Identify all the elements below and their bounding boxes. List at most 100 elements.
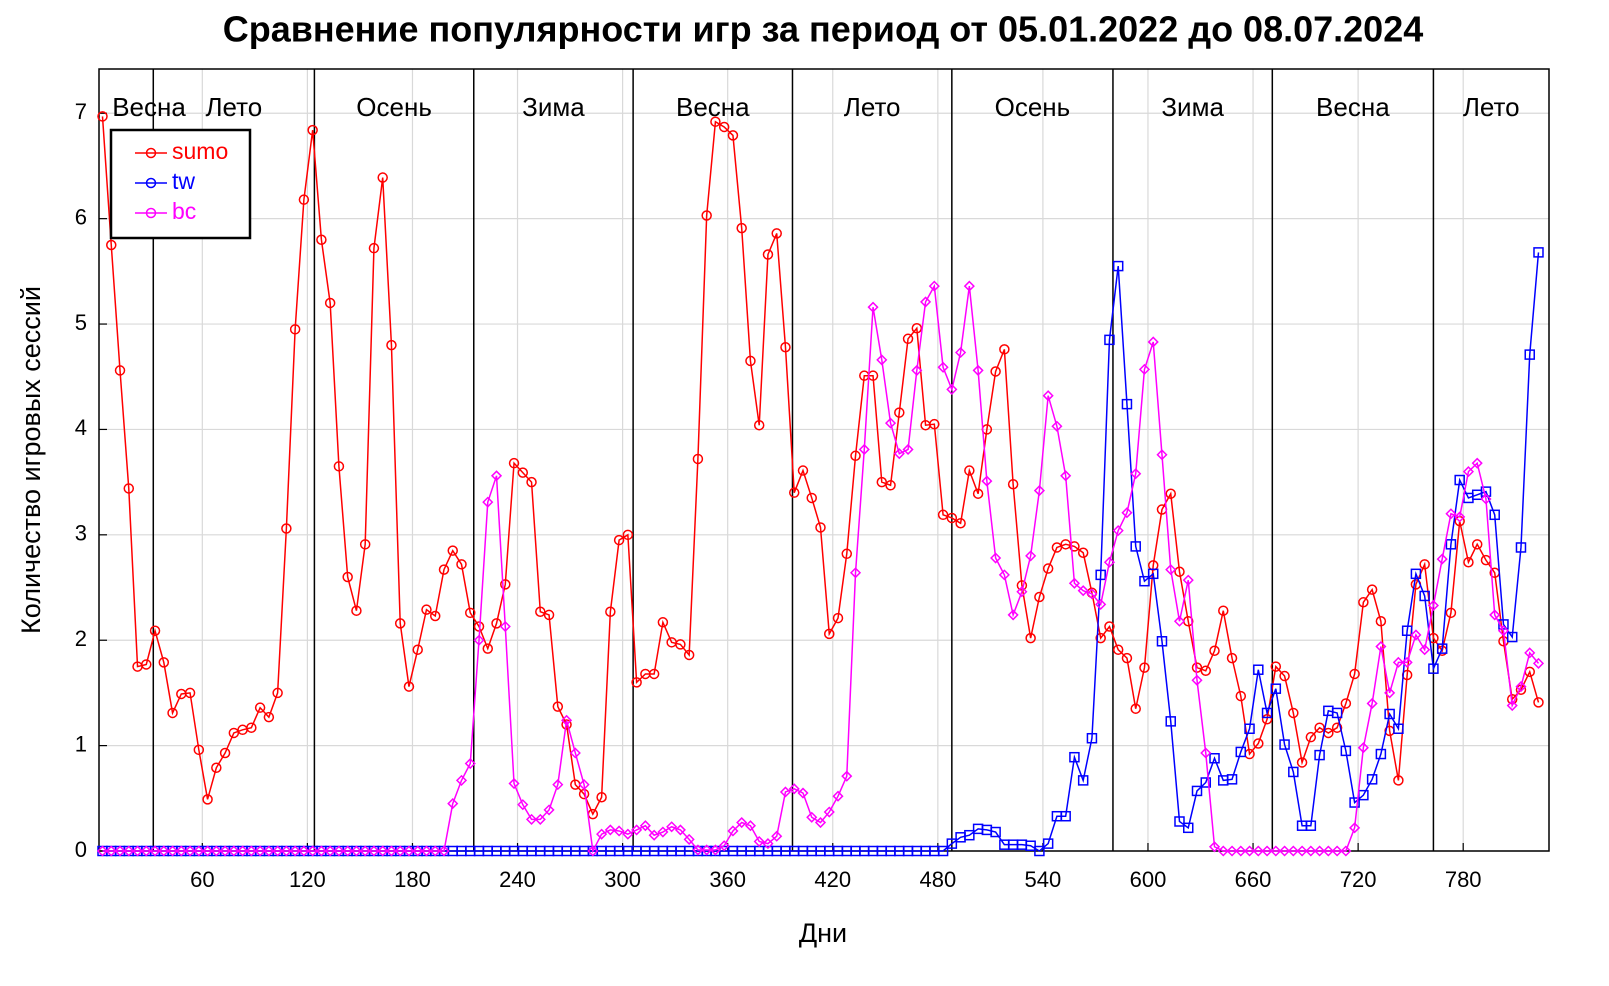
marker	[964, 465, 975, 476]
marker	[526, 476, 537, 488]
marker	[876, 354, 888, 366]
y-tick-label: 5	[75, 310, 87, 335]
marker	[1427, 599, 1439, 611]
marker	[1209, 753, 1220, 764]
marker	[1375, 748, 1387, 760]
marker	[438, 845, 450, 857]
marker	[1130, 703, 1141, 714]
marker	[1375, 640, 1387, 653]
marker	[246, 722, 257, 733]
marker	[1401, 656, 1413, 668]
marker	[911, 323, 923, 334]
marker	[1025, 840, 1036, 851]
marker	[412, 644, 423, 655]
marker	[1138, 363, 1151, 375]
marker	[1235, 690, 1247, 702]
marker	[1200, 777, 1212, 788]
x-axis-label: Дни	[799, 918, 847, 948]
marker	[316, 234, 327, 245]
marker	[289, 845, 301, 857]
marker	[377, 172, 388, 183]
legend-label: bc	[172, 198, 196, 224]
marker	[884, 417, 897, 429]
marker	[1095, 632, 1106, 644]
marker	[1139, 662, 1150, 673]
marker	[1384, 708, 1395, 720]
marker	[106, 239, 117, 251]
marker	[1191, 785, 1203, 797]
marker	[1077, 547, 1089, 558]
marker	[648, 829, 660, 841]
marker	[1533, 247, 1544, 258]
marker	[701, 210, 712, 221]
marker	[569, 747, 581, 759]
marker	[771, 228, 782, 239]
marker	[1419, 559, 1430, 570]
marker	[657, 826, 669, 838]
marker	[438, 564, 450, 575]
marker	[998, 569, 1010, 581]
season-label: Весна	[1316, 92, 1390, 122]
marker	[490, 470, 503, 482]
marker	[1524, 349, 1535, 360]
marker	[762, 838, 774, 850]
marker	[1261, 845, 1273, 857]
marker	[1165, 716, 1176, 727]
marker	[1322, 845, 1334, 857]
marker	[596, 792, 607, 803]
marker	[500, 579, 511, 590]
marker	[753, 835, 765, 848]
marker	[815, 522, 826, 533]
marker	[1314, 722, 1325, 733]
marker	[1454, 511, 1466, 523]
marker	[254, 845, 266, 857]
marker	[420, 845, 433, 857]
marker	[228, 845, 240, 857]
marker	[911, 364, 923, 376]
marker	[1340, 845, 1352, 857]
marker	[1489, 509, 1500, 521]
marker	[955, 346, 967, 359]
marker	[946, 383, 958, 395]
marker	[937, 845, 949, 857]
marker	[1191, 674, 1203, 686]
marker	[1445, 539, 1457, 550]
marker	[666, 821, 678, 833]
marker	[377, 845, 389, 857]
marker	[482, 643, 494, 654]
marker	[552, 701, 564, 712]
marker	[211, 762, 222, 773]
marker	[631, 824, 643, 836]
marker	[272, 845, 284, 857]
marker	[876, 476, 888, 488]
marker	[736, 816, 748, 829]
marker	[1261, 707, 1273, 719]
marker	[701, 844, 713, 856]
marker	[123, 483, 135, 494]
marker	[447, 798, 459, 810]
marker	[1182, 574, 1194, 586]
marker	[613, 825, 625, 837]
marker	[849, 567, 862, 579]
x-tick-label: 120	[289, 867, 326, 892]
marker	[1007, 478, 1019, 490]
marker	[145, 147, 157, 159]
marker	[1410, 629, 1422, 641]
marker	[447, 545, 458, 556]
marker	[350, 845, 362, 857]
marker	[1051, 542, 1063, 553]
season-label: Весна	[676, 92, 750, 122]
marker	[1471, 539, 1483, 550]
marker	[1253, 664, 1264, 675]
marker	[342, 571, 353, 583]
marker	[1147, 568, 1159, 580]
marker	[1069, 751, 1080, 763]
marker	[1393, 723, 1404, 734]
marker	[1025, 550, 1037, 562]
marker	[149, 625, 161, 636]
marker	[744, 820, 757, 832]
marker	[1533, 697, 1544, 708]
marker	[727, 130, 739, 141]
x-tick-label: 780	[1445, 867, 1482, 892]
